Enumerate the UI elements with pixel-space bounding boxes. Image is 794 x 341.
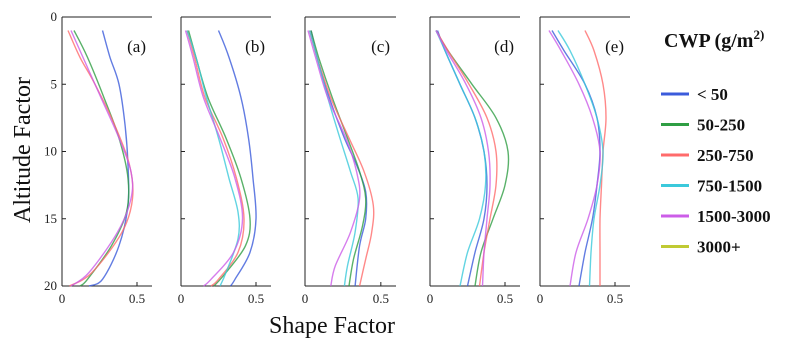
panel-label: (c) xyxy=(371,37,390,56)
panel-label: (e) xyxy=(605,37,624,56)
series-line-750-1500 xyxy=(435,30,487,287)
panel-2: 0 0.5 (b) xyxy=(178,16,271,306)
x-tick-label: 0.5 xyxy=(497,291,513,306)
x-tick-label: 0.5 xyxy=(129,291,145,306)
x-tick-label: 0 xyxy=(178,291,185,306)
series-line-1500-3000 xyxy=(435,30,491,287)
x-tick-label: 0 xyxy=(537,291,544,306)
series-line-1500-3000 xyxy=(548,30,601,287)
panel-label: (b) xyxy=(245,37,265,56)
legend-entry-label: 3000+ xyxy=(697,238,741,257)
legend: CWP (g/m2) < 50 50-250 250-750 750-1500 1500… xyxy=(661,27,771,257)
x-tick-label: 0.5 xyxy=(373,291,389,306)
x-tick-label: 0 xyxy=(427,291,434,306)
series-line-50 xyxy=(436,30,488,287)
legend-title-main: CWP (g/m xyxy=(664,30,754,52)
legend-entry-label: 50-250 xyxy=(697,116,745,135)
legend-title-superscript: 2) xyxy=(753,27,764,42)
series-line-50-250 xyxy=(435,30,510,287)
series-line-250-750 xyxy=(67,30,134,287)
series-line-50 xyxy=(551,30,601,287)
y-tick-label: 10 xyxy=(44,144,57,159)
legend-entry-label: 1500-3000 xyxy=(697,207,771,226)
y-tick-label: 5 xyxy=(51,76,58,91)
series-line-250-750 xyxy=(435,30,498,287)
panel-4: 0 0.5 (d) xyxy=(427,16,520,306)
y-tick-label: 20 xyxy=(44,278,57,293)
series-line-50-250 xyxy=(310,30,367,287)
series-line-1500-3000 xyxy=(184,30,244,287)
x-tick-label: 0 xyxy=(302,291,309,306)
y-tick-label: 0 xyxy=(51,9,58,24)
legend-entry-label: 250-750 xyxy=(697,146,754,165)
panel-label: (a) xyxy=(127,37,146,56)
series-line-250-750 xyxy=(186,30,245,287)
x-tick-label: 0 xyxy=(59,291,66,306)
series-line-1500-3000 xyxy=(307,30,361,287)
panel-label: (d) xyxy=(494,37,514,56)
series-line-50-250 xyxy=(73,30,130,287)
panel-5: 0 0.5 (e) xyxy=(537,16,630,306)
legend-entry-label: 750-1500 xyxy=(697,177,762,196)
legend-title: CWP (g/m2) xyxy=(664,27,764,52)
x-tick-label: 0.5 xyxy=(248,291,264,306)
series-line-750-1500 xyxy=(557,30,604,287)
y-tick-label: 15 xyxy=(44,211,57,226)
series-line-750-1500 xyxy=(186,30,241,287)
y-axis-title: Altitude Factor xyxy=(10,77,36,223)
series-line-1500-3000 xyxy=(70,30,134,287)
panel-3: 0 0.5 (c) xyxy=(302,16,396,306)
series-line-50 xyxy=(88,30,130,287)
x-axis-title: Shape Factor xyxy=(269,313,395,339)
x-tick-label: 0.5 xyxy=(607,291,623,306)
series-line-750-1500 xyxy=(308,30,359,287)
legend-entry-label: < 50 xyxy=(697,85,728,104)
series-line-50 xyxy=(217,30,257,287)
